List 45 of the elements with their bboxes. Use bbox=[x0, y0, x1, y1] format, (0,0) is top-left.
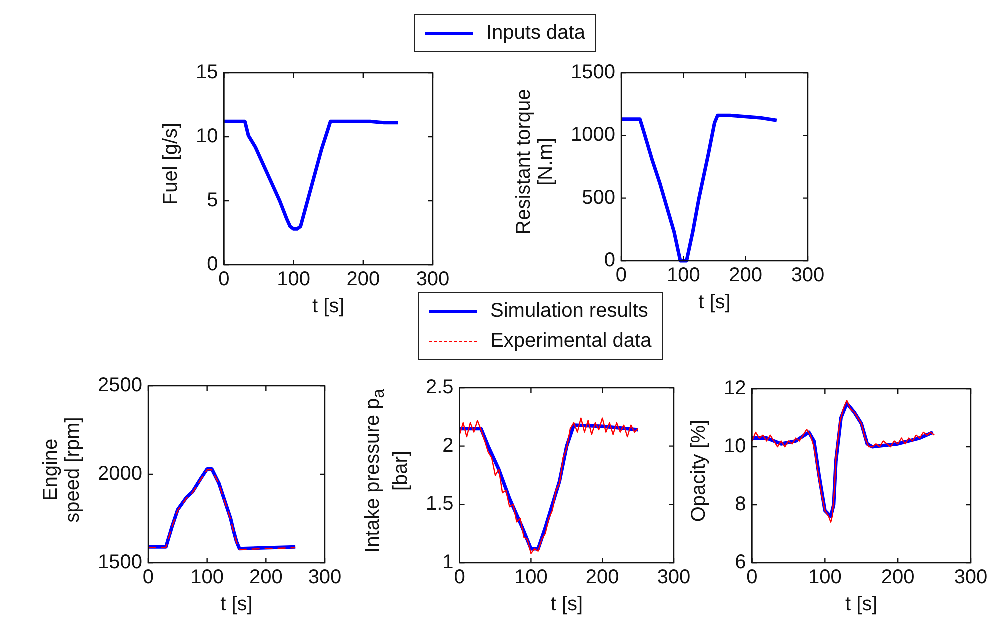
x-axis-title: t [s] bbox=[220, 594, 253, 616]
y-tick-label: 1000 bbox=[570, 124, 616, 146]
x-tick-label: 100 bbox=[190, 566, 224, 589]
x-tick-label: 100 bbox=[666, 264, 700, 287]
legend-label: Inputs data bbox=[486, 22, 586, 44]
x-tick-label: 300 bbox=[954, 566, 988, 589]
y-tick-label: 2 bbox=[442, 434, 454, 457]
x-tick-label: 300 bbox=[791, 264, 825, 287]
x-axis-title: t [s] bbox=[312, 296, 345, 318]
y-tick-label: 2.5 bbox=[426, 376, 454, 399]
legend-label: Simulation results bbox=[490, 300, 648, 322]
y-tick-label: 1.5 bbox=[426, 493, 454, 516]
y-tick-label: 6 bbox=[735, 552, 746, 574]
x-tick-label: 200 bbox=[729, 264, 763, 287]
y-tick-label: 10 bbox=[196, 126, 218, 148]
y-tick-label: 1 bbox=[442, 552, 454, 574]
x-tick-label: 200 bbox=[249, 566, 283, 589]
legend-label: Experimental data bbox=[490, 330, 652, 352]
x-axis-title: t [s] bbox=[550, 594, 584, 616]
y-tick-label: 500 bbox=[582, 186, 616, 209]
y-axis-title: Opacity [%] bbox=[688, 420, 710, 522]
y-tick-label: 8 bbox=[735, 494, 746, 516]
x-tick-label: 300 bbox=[416, 268, 450, 291]
x-tick-label: 100 bbox=[514, 566, 548, 589]
y-axis-title: Engine speed [rpm] bbox=[40, 416, 84, 524]
y-tick-label: 5 bbox=[207, 190, 218, 212]
y-axis-title: Fuel [g/s] bbox=[160, 122, 182, 208]
x-axis-title: t [s] bbox=[698, 292, 731, 314]
x-tick-label: 200 bbox=[881, 566, 915, 589]
x-tick-label: 300 bbox=[657, 566, 691, 589]
x-tick-label: 100 bbox=[277, 268, 311, 291]
y-tick-label: 0 bbox=[604, 250, 616, 272]
y-tick-label: 10 bbox=[724, 436, 746, 458]
y-tick-label: 2500 bbox=[98, 374, 142, 397]
x-tick-label: 200 bbox=[346, 268, 380, 291]
y-tick-label: 2000 bbox=[98, 463, 142, 486]
x-tick-label: 100 bbox=[808, 566, 842, 589]
y-tick-label: 1500 bbox=[570, 62, 616, 84]
y-tick-label: 1500 bbox=[98, 552, 142, 574]
x-axis-title: t [s] bbox=[846, 594, 878, 616]
x-tick-label: 200 bbox=[586, 566, 620, 589]
x-tick-label: 300 bbox=[308, 566, 342, 589]
y-tick-label: 15 bbox=[196, 62, 218, 84]
y-tick-label: 12 bbox=[724, 378, 746, 400]
y-axis-title: Resistant torque [N.m] bbox=[513, 88, 557, 237]
